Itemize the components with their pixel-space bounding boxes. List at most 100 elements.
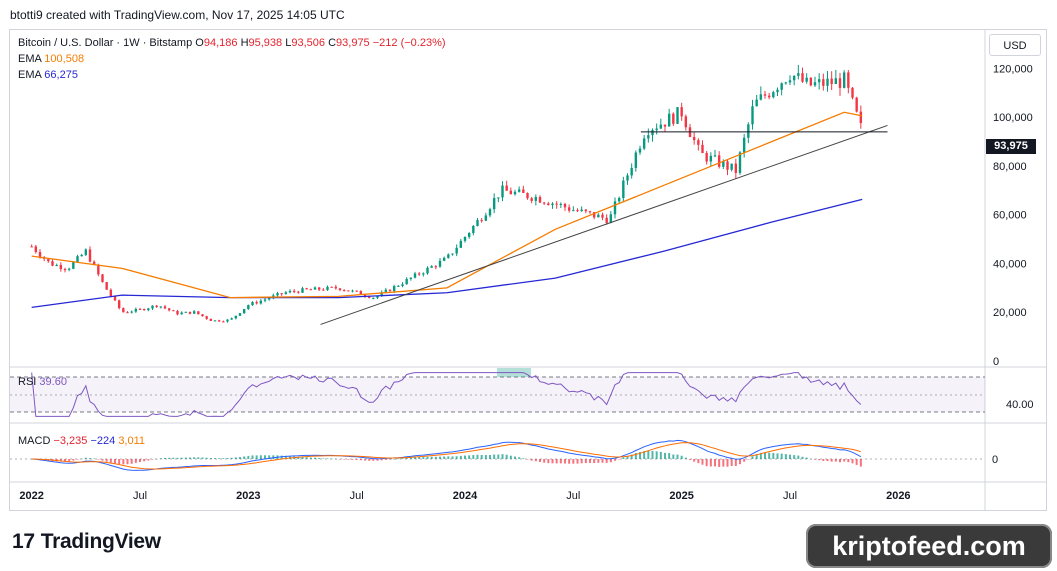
candle-body [313, 287, 317, 290]
macd-histogram-bar [234, 457, 237, 459]
candle-body [542, 202, 546, 204]
candle-body [76, 256, 79, 263]
candle-body [667, 113, 671, 127]
macd-histogram-bar [84, 457, 87, 459]
candle-body [701, 144, 704, 153]
macd-histogram-bar [418, 457, 421, 459]
macd-histogram-bar [114, 459, 116, 464]
candle-body [742, 137, 746, 153]
candle-body [401, 284, 404, 286]
macd-histogram-bar [168, 457, 171, 459]
candle-body [555, 203, 558, 205]
macd-histogram-bar [701, 459, 704, 465]
macd-signal-value: 3,011 [118, 435, 146, 447]
candle-body [717, 155, 721, 167]
candle-body [284, 292, 288, 294]
macd-histogram-bar [264, 455, 266, 459]
currency-selector[interactable]: USD [989, 34, 1041, 56]
macd-histogram-bar [822, 459, 825, 461]
candle-body [584, 209, 588, 212]
tradingview-logo[interactable]: 17 TradingView [12, 530, 161, 554]
macd-histogram-bar [672, 454, 675, 459]
ema-slow-line [31, 198, 863, 308]
candle-body [176, 310, 179, 315]
candle-body [155, 305, 158, 307]
candle-body [642, 138, 646, 149]
time-axis-tick: Jul [133, 490, 147, 502]
time-axis-tick: Jul [783, 490, 797, 502]
macd-histogram-bar [159, 458, 162, 459]
ema-slow-value: 66,275 [44, 69, 78, 81]
candle-body [788, 80, 792, 83]
candle-body [242, 309, 246, 314]
macd-histogram-bar [589, 459, 591, 463]
macd-histogram-bar [726, 459, 729, 467]
candle-body [530, 198, 533, 201]
candle-body [751, 106, 754, 125]
macd-histogram-bar [776, 453, 779, 459]
macd-histogram-bar [630, 454, 633, 459]
macd-histogram-bar [139, 459, 141, 463]
candle-body [392, 286, 396, 292]
macd-histogram-bar [501, 454, 504, 459]
macd-histogram-bar [643, 451, 646, 459]
high-value: 95,938 [248, 37, 283, 49]
macd-histogram-bar [259, 455, 262, 459]
macd-histogram-bar [718, 459, 721, 467]
change-value: −212 (−0.23%) [372, 37, 446, 49]
macd-histogram-bar [464, 455, 466, 459]
candle-body [134, 308, 138, 312]
price-axis-tick: 20,000 [993, 307, 1027, 319]
candle-body [163, 306, 167, 309]
macd-histogram-bar [730, 459, 733, 467]
macd-histogram-bar [455, 456, 458, 459]
macd-histogram-bar [80, 458, 83, 460]
macd-histogram-bar [126, 459, 129, 465]
last-price-tag: 93,975 [986, 139, 1036, 154]
candle-body [355, 290, 358, 292]
candle-body [117, 300, 121, 309]
macd-histogram-bar [859, 459, 862, 467]
macd-histogram-bar [401, 458, 404, 459]
candle-body [859, 111, 863, 124]
macd-histogram-bar [755, 454, 758, 459]
macd-histogram-bar [151, 459, 154, 460]
macd-histogram-bar [164, 457, 166, 459]
candle-body [334, 286, 338, 289]
macd-histogram-bar [339, 459, 341, 460]
macd-histogram-bar [684, 457, 687, 459]
candle-body [563, 203, 567, 208]
candle-body [592, 212, 596, 218]
candle-body [705, 152, 708, 162]
candle-body [338, 288, 342, 291]
high-label: H [240, 37, 249, 49]
macd-histogram-bar [547, 459, 550, 464]
candle-body [817, 79, 821, 83]
macd-histogram-bar [368, 459, 371, 461]
macd-histogram-bar [639, 452, 641, 459]
macd-histogram-bar [434, 456, 437, 459]
macd-histogram-bar [68, 459, 71, 462]
rsi-value: 39.60 [39, 376, 67, 388]
macd-histogram-bar [209, 458, 212, 459]
candle-body [92, 261, 96, 265]
symbol-name: Bitcoin / U.S. Dollar · 1W · Bitstamp [18, 37, 193, 49]
candle-body [576, 210, 579, 212]
candle-body [422, 273, 425, 275]
trendline [320, 124, 888, 325]
candle-body [747, 124, 750, 138]
candle-body [730, 163, 733, 170]
macd-histogram-bar [72, 459, 75, 461]
macd-histogram-bar [626, 455, 629, 459]
candle-body [138, 308, 142, 310]
candle-body [167, 308, 171, 311]
macd-histogram-bar [551, 459, 554, 464]
close-label: C [328, 37, 337, 49]
macd-histogram-bar [180, 457, 183, 459]
macd-histogram-bar [497, 454, 500, 459]
candle-body [522, 189, 525, 193]
macd-histogram-bar [376, 459, 379, 461]
candle-body [467, 233, 471, 237]
candle-body [317, 287, 321, 290]
macd-histogram-bar [347, 459, 350, 460]
